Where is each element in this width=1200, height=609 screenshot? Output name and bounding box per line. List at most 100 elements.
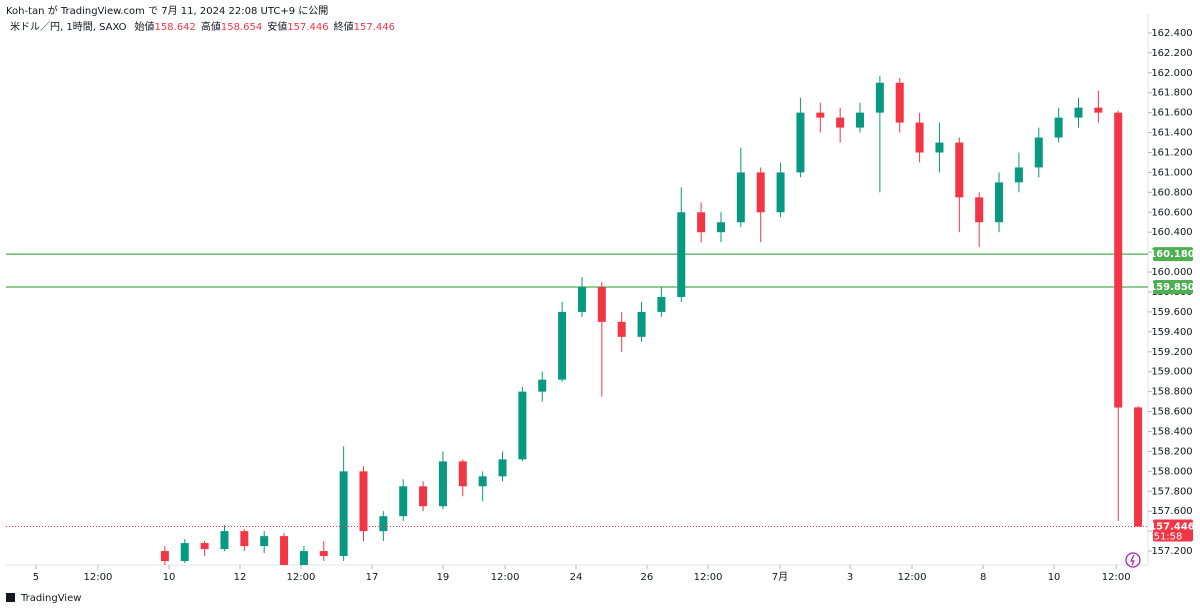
x-tick-label: 10 (1048, 572, 1061, 583)
y-tick-label: 161.200 (1151, 147, 1192, 158)
candle-body (915, 122, 924, 153)
x-tick-label: 12:00 (491, 572, 520, 583)
legend-label: 高値 (201, 20, 221, 33)
y-tick-label: 159.600 (1151, 307, 1192, 318)
legend-value: 157.446 (354, 22, 395, 33)
candle-body (657, 296, 666, 312)
level-tag (1153, 247, 1193, 262)
candle-body (1074, 107, 1083, 118)
candle-body (399, 486, 408, 517)
candle-body (935, 142, 944, 153)
x-tick-label: 3 (847, 572, 853, 583)
candle-body (955, 142, 964, 198)
x-tick-label: 26 (641, 572, 654, 583)
footer: TradingView (20, 593, 81, 604)
candle-body (438, 461, 447, 507)
candle-body (856, 112, 865, 128)
y-tick-label: 158.400 (1151, 426, 1192, 437)
candle-body (895, 82, 904, 123)
y-tick-label: 161.400 (1151, 128, 1192, 139)
y-tick-label: 157.200 (1151, 546, 1192, 557)
candle-body (736, 172, 745, 223)
x-tick-label: 7月 (772, 571, 788, 583)
legend-title: 米ドル／円, 1時間, SAXO (10, 20, 127, 33)
y-tick-label: 160.400 (1151, 227, 1192, 238)
candle-body (458, 461, 467, 487)
x-tick-label: 24 (570, 572, 583, 583)
y-tick-label: 162.000 (1151, 68, 1192, 79)
y-tick-label: 158.000 (1151, 466, 1192, 477)
candle-body (260, 536, 269, 547)
x-tick-label: 10 (163, 572, 176, 583)
level-label: 160.180 (1149, 249, 1195, 260)
candle-body (220, 531, 229, 550)
candle-body (200, 543, 209, 550)
countdown: 51:58 (1154, 532, 1183, 543)
candle-body (379, 516, 388, 532)
candle-body (319, 551, 328, 557)
y-tick-label: 158.800 (1151, 387, 1192, 398)
y-tick-label: 162.200 (1151, 48, 1192, 59)
candle-body (1134, 407, 1143, 527)
candle-body (498, 459, 507, 477)
candle-body (339, 471, 348, 557)
candle-body (716, 222, 725, 233)
y-tick-label: 161.800 (1151, 88, 1192, 99)
candle-body (995, 182, 1004, 223)
x-tick-label: 12:00 (1102, 572, 1131, 583)
y-tick-label: 161.000 (1151, 167, 1192, 178)
candle-body (697, 212, 706, 233)
candle-body (558, 311, 567, 380)
candle-body (1054, 117, 1063, 138)
candle-body (637, 311, 646, 337)
y-tick-label: 160.600 (1151, 207, 1192, 218)
level-label: 159.850 (1149, 282, 1195, 293)
current-price-label: 157.446 (1149, 522, 1195, 533)
plot-area (6, 75, 1148, 565)
candle-body (597, 287, 606, 322)
x-tick-label: 8 (980, 572, 986, 583)
legend-value: 158.654 (221, 22, 262, 33)
candle-body (359, 471, 368, 532)
x-tick-label: 12:00 (694, 572, 723, 583)
candle-body (836, 117, 845, 128)
y-tick-label: 161.600 (1151, 108, 1192, 119)
y-tick-label: 159.400 (1151, 327, 1192, 338)
x-tick-label: 19 (437, 572, 450, 583)
logo (6, 593, 15, 602)
candle-body (1034, 137, 1043, 168)
candle-body (280, 536, 289, 565)
candle-body (538, 379, 547, 392)
candle-body (299, 551, 308, 565)
y-tick-label: 162.400 (1151, 28, 1192, 39)
y-tick-label: 159.000 (1151, 367, 1192, 378)
alert-icon-bolt (1130, 554, 1135, 566)
legend-value: 158.642 (155, 22, 196, 33)
candle-body (518, 391, 527, 460)
candle-body (875, 82, 884, 113)
x-tick-label: 12:00 (898, 572, 927, 583)
candle-body (160, 551, 169, 562)
alert-icon (1125, 552, 1141, 568)
legend-label: 安値 (267, 20, 287, 33)
y-tick-label: 157.800 (1151, 486, 1192, 497)
x-tick-label: 12:00 (84, 572, 113, 583)
legend-label: 始値 (135, 20, 155, 33)
candle-body (1014, 167, 1023, 183)
candle-body (975, 197, 984, 223)
candle-body (776, 172, 785, 213)
legend-text: 米ドル／円, 1時間, SAXO 始値158.642 高値158.654 安値157.… (10, 20, 395, 33)
y-tick-label: 159.200 (1151, 347, 1192, 358)
y-tick-label: 158.600 (1151, 407, 1192, 418)
legend: 米ドル／円, 1時間, SAXO 始値158.642 高値158.654 安値157.… (10, 20, 395, 33)
candle-body (1094, 107, 1103, 113)
candle-body (577, 287, 586, 312)
legend-value: 157.446 (287, 22, 328, 33)
x-tick-label: 12 (234, 572, 247, 583)
candle-body (756, 172, 765, 213)
y-tick-label: 160.000 (1151, 267, 1192, 278)
candle-body (816, 112, 825, 118)
x-tick-label: 17 (366, 572, 379, 583)
